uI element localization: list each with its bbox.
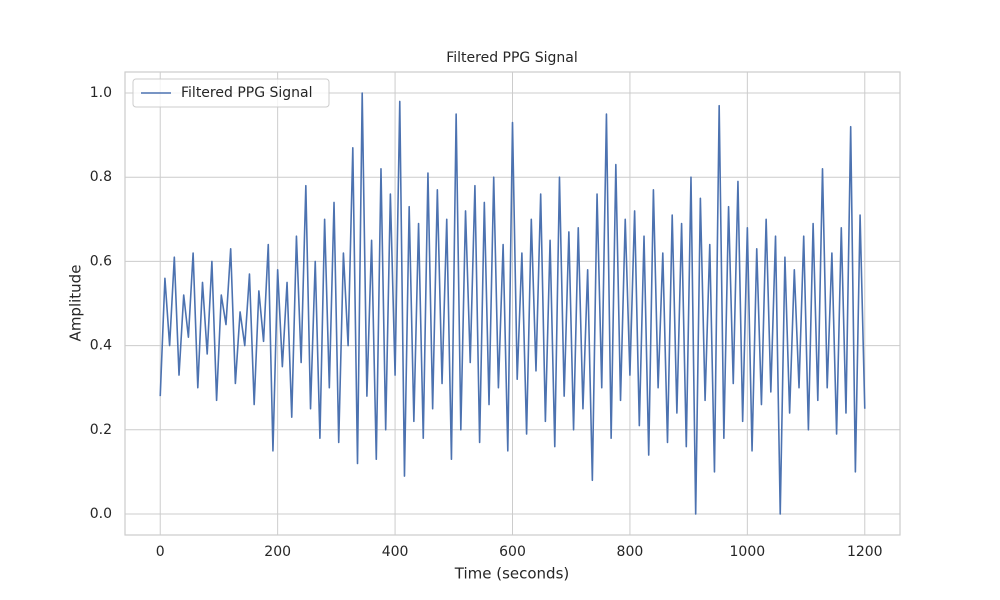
y-tick-label: 0.0	[90, 506, 112, 522]
x-tick-label: 800	[617, 544, 644, 560]
x-tick-label: 1200	[847, 544, 883, 560]
y-tick-label: 1.0	[90, 85, 112, 101]
x-tick-label: 0	[156, 544, 165, 560]
y-tick-label: 0.6	[90, 253, 112, 269]
y-tick-label: 0.8	[90, 169, 112, 185]
chart-title: Filtered PPG Signal	[446, 50, 578, 66]
y-tick-label: 0.4	[90, 338, 112, 354]
legend: Filtered PPG Signal	[132, 78, 330, 108]
x-tick-label: 400	[382, 544, 409, 560]
legend-label: Filtered PPG Signal	[181, 85, 313, 101]
legend-box	[132, 78, 330, 108]
plot-frame	[124, 71, 901, 536]
x-tick-label: 200	[264, 544, 291, 560]
x-axis-label: Time (seconds)	[454, 565, 570, 583]
x-tick-label: 600	[499, 544, 526, 560]
y-tick-label: 0.2	[90, 422, 112, 438]
x-tick-label: 1000	[730, 544, 766, 560]
signal-line	[159, 92, 866, 515]
y-axis-label: Amplitude	[67, 265, 85, 342]
